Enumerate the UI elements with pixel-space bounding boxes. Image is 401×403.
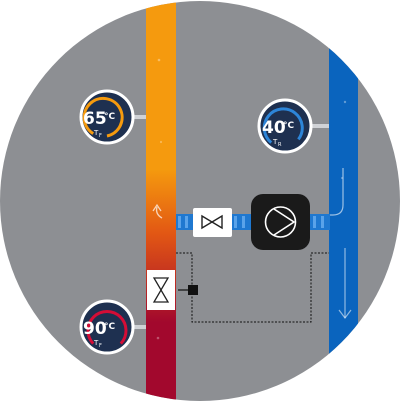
gauge-subscript: F [99, 133, 102, 139]
thermometer-gauge-return-top: 40 °C T R [257, 98, 313, 154]
return-bubble [343, 100, 347, 104]
fitting-ring [321, 216, 324, 228]
return-down-arrow-head-icon [338, 309, 352, 319]
gauge-unit: °C [104, 112, 116, 122]
gauge-subscript: F [99, 343, 102, 349]
control-wire [176, 252, 329, 323]
circulation-pump-icon [264, 206, 297, 238]
gauge-symbol: T [272, 138, 278, 146]
actuator-square-icon [188, 285, 198, 295]
thermometer-gauge-supply-bottom: 90 °C T F [79, 299, 135, 355]
fitting-ring [313, 216, 316, 228]
gauge-symbol: T [93, 129, 99, 137]
thermometer-gauge-supply-top: 65 °C T F [79, 89, 135, 145]
supply-bubble [159, 140, 163, 144]
supply-pipe [146, 1, 176, 401]
supply-branch-arrow-icon [155, 206, 163, 219]
circulation-pump [251, 194, 310, 250]
gauge-symbol: T [93, 339, 99, 347]
supply-branch-arrow-head-icon [152, 203, 162, 212]
fitting-ring [234, 216, 237, 228]
return-flow-arrow-icon [320, 168, 344, 216]
gauge-arc [82, 96, 124, 138]
fitting-ring [185, 216, 188, 228]
gauge-subscript: R [278, 142, 282, 148]
supply-bubble [157, 58, 161, 62]
supply-bubble [156, 336, 160, 340]
gauge-value: 40 [262, 118, 286, 138]
gauge-unit: °C [104, 322, 116, 332]
fitting-ring [178, 216, 181, 228]
two-way-valve-icon [201, 214, 223, 230]
pipe-fitting-right [309, 214, 330, 230]
gauge-unit: °C [283, 121, 295, 131]
gauge-arc [262, 107, 304, 144]
fitting-ring [242, 216, 245, 228]
gauge-stem-supply-bottom [132, 325, 146, 329]
pipe-fitting-middle [230, 214, 252, 230]
gauge-value: 65 [83, 109, 107, 129]
gauge-stem-return-top [311, 124, 329, 128]
gauge-value: 90 [83, 319, 107, 339]
gauge-stem-supply-top [132, 115, 146, 119]
regulating-valve-icon [152, 277, 170, 303]
gauge-arc [86, 310, 128, 345]
